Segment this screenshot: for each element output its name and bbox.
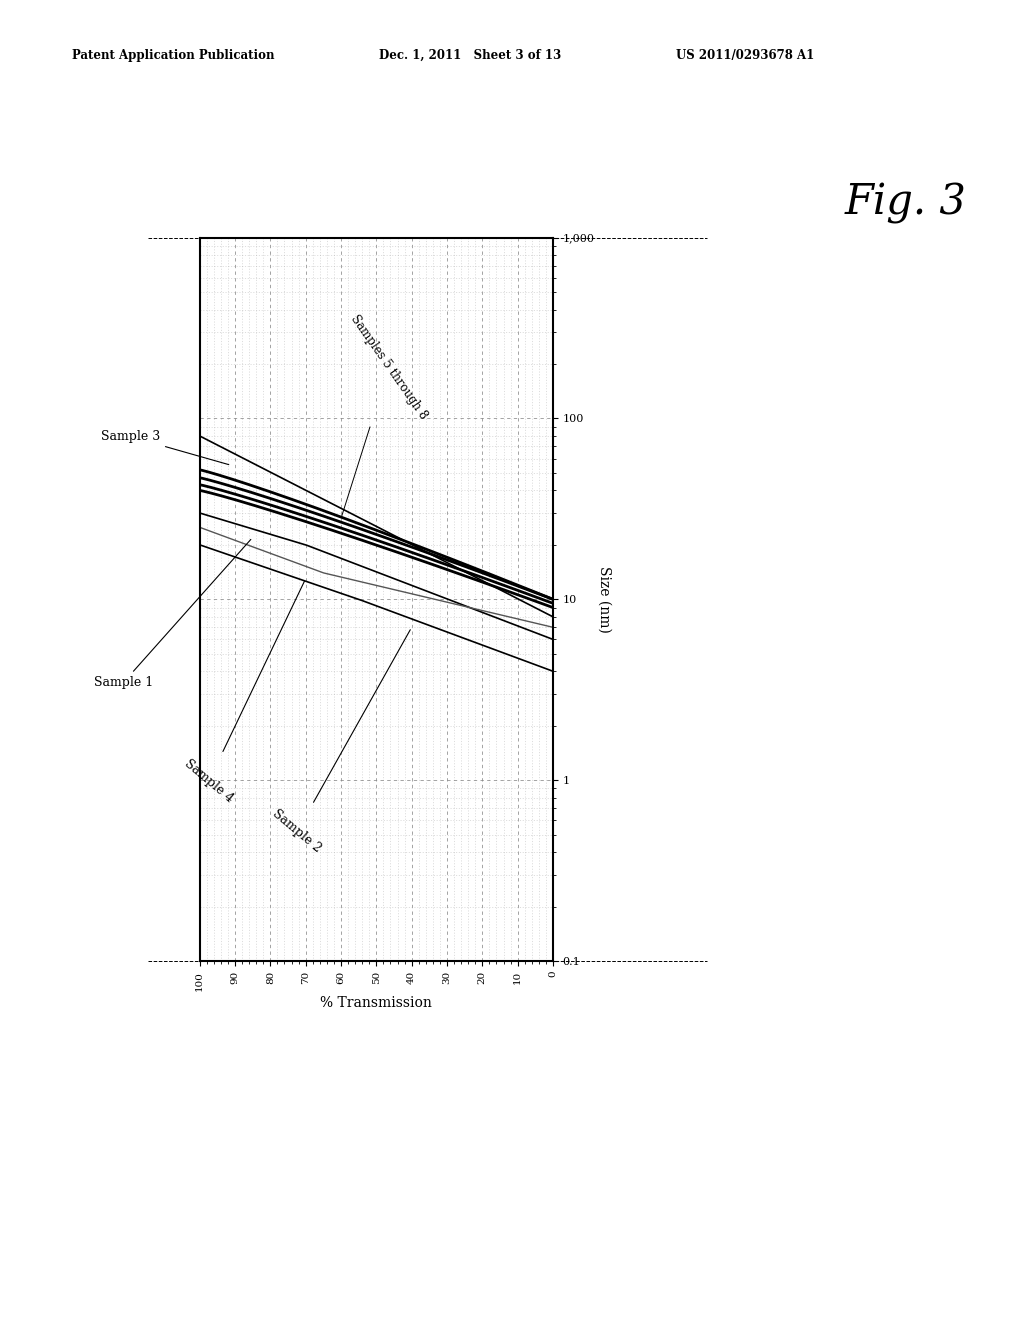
Text: Samples 5 through 8: Samples 5 through 8 [342,313,430,516]
X-axis label: % Transmission: % Transmission [321,997,432,1010]
Text: Sample 2: Sample 2 [270,630,411,855]
Text: Sample 4: Sample 4 [182,581,304,805]
Text: Sample 1: Sample 1 [94,540,251,689]
Text: Dec. 1, 2011   Sheet 3 of 13: Dec. 1, 2011 Sheet 3 of 13 [379,49,561,62]
Text: Fig. 3: Fig. 3 [845,182,967,224]
Text: Patent Application Publication: Patent Application Publication [72,49,274,62]
Y-axis label: Size (nm): Size (nm) [597,566,611,632]
Text: US 2011/0293678 A1: US 2011/0293678 A1 [676,49,814,62]
Text: Sample 3: Sample 3 [100,430,228,465]
